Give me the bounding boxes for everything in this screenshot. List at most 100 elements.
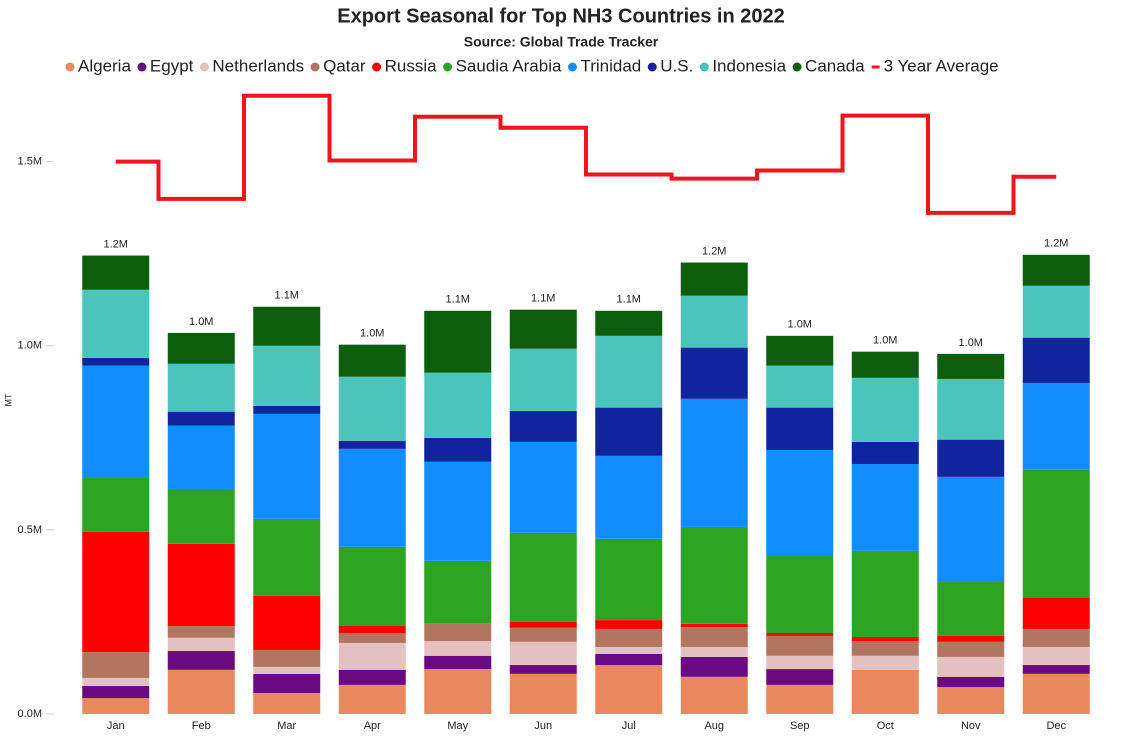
- bar-segment: [167, 411, 235, 426]
- x-tick-label: May: [447, 720, 468, 732]
- legend-label: Indonesia: [712, 56, 786, 75]
- bar-segment: [937, 676, 1005, 688]
- bar-segment: [167, 625, 235, 638]
- chart-title: Export Seasonal for Top NH3 Countries in…: [337, 5, 785, 27]
- bar-segment: [338, 642, 406, 670]
- total-label: 1.2M: [702, 245, 726, 257]
- legend-label: Canada: [805, 56, 865, 75]
- total-label: 1.1M: [275, 290, 299, 302]
- bar-segment: [680, 398, 748, 527]
- bar-segment: [167, 651, 235, 670]
- bar-segment: [595, 335, 663, 408]
- bar-segment: [595, 538, 663, 621]
- legend-marker: [792, 62, 802, 72]
- bar-segment: [680, 623, 748, 628]
- bar-segment: [1022, 598, 1090, 629]
- x-tick-label: Oct: [877, 720, 894, 732]
- bar-segment: [851, 655, 919, 670]
- legend-label: Trinidad: [580, 56, 641, 75]
- bar-segment: [851, 637, 919, 642]
- legend-label: Algeria: [78, 56, 131, 75]
- bar-segment: [509, 309, 577, 349]
- bar-segment: [253, 518, 321, 596]
- legend-label: U.S.: [660, 56, 693, 75]
- bar-segment: [338, 448, 406, 547]
- bar-segment: [1022, 469, 1090, 599]
- legend-label: Qatar: [323, 56, 366, 75]
- bar-segment: [338, 344, 406, 377]
- bar-segment: [509, 348, 577, 411]
- legend-marker: [65, 62, 75, 72]
- bar-segment: [253, 693, 321, 714]
- legend-marker: [647, 62, 657, 72]
- bar-segment: [338, 376, 406, 441]
- bar-segment: [338, 684, 406, 714]
- bar-segment: [851, 669, 919, 714]
- total-label: 1.2M: [1044, 238, 1068, 250]
- chart-subtitle: Source: Global Trade Tracker: [464, 34, 659, 50]
- bar-segment: [680, 262, 748, 296]
- bar-segment: [595, 653, 663, 666]
- bar-segment: [424, 655, 492, 670]
- bar-segment: [1022, 254, 1090, 286]
- bar-segment: [424, 437, 492, 462]
- legend-label: Russia: [385, 56, 438, 75]
- x-tick-label: Jan: [107, 720, 125, 732]
- bar-segment: [253, 413, 321, 519]
- x-tick-label: Mar: [277, 720, 296, 732]
- y-tick-label: 1.5M: [18, 156, 42, 168]
- bar-segment: [82, 477, 150, 532]
- bar-segment: [851, 441, 919, 464]
- bar-segment: [509, 641, 577, 666]
- bar-segment: [937, 581, 1005, 636]
- bar-segment: [680, 627, 748, 647]
- bar-segment: [509, 627, 577, 642]
- y-axis-label: MT: [3, 393, 13, 406]
- legend-marker: [567, 62, 577, 72]
- bar-segment: [509, 665, 577, 674]
- bar-segment: [937, 476, 1005, 582]
- bar-segment: [1022, 673, 1090, 714]
- total-label: 1.0M: [360, 328, 384, 340]
- bar-segment: [82, 255, 150, 290]
- bar-segment: [509, 441, 577, 533]
- x-tick-label: Apr: [364, 720, 381, 732]
- x-tick-label: Aug: [704, 720, 724, 732]
- bar-segment: [167, 637, 235, 652]
- bar-segment: [937, 439, 1005, 477]
- bar-segment: [253, 405, 321, 414]
- bar-segment: [851, 641, 919, 656]
- legend-label: 3 Year Average: [884, 56, 999, 75]
- bar-segment: [680, 646, 748, 657]
- bar-segment: [253, 649, 321, 667]
- y-tick-label: 1.0M: [18, 340, 42, 352]
- bar-segment: [680, 347, 748, 399]
- bar-segment: [766, 632, 834, 636]
- x-tick-label: Jun: [534, 720, 552, 732]
- bar-segment: [167, 332, 235, 364]
- bar-segment: [82, 652, 150, 678]
- bar-segment: [595, 407, 663, 456]
- bar-segment: [680, 295, 748, 348]
- x-tick-label: Jul: [622, 720, 636, 732]
- bar-segment: [82, 677, 150, 687]
- bar-segment: [766, 655, 834, 670]
- bar-segment: [509, 621, 577, 628]
- bar-segment: [424, 372, 492, 438]
- bar-segment: [766, 669, 834, 685]
- bar-segment: [509, 532, 577, 622]
- total-label: 1.0M: [873, 335, 897, 347]
- bar-segment: [338, 669, 406, 685]
- bar-segment: [82, 365, 150, 478]
- bar-segment: [937, 378, 1005, 440]
- bar-segment: [1022, 337, 1090, 383]
- legend-label: Egypt: [150, 56, 194, 75]
- bar-segment: [851, 463, 919, 551]
- bar-segment: [851, 550, 919, 638]
- y-tick-label: 0.0M: [18, 708, 42, 720]
- bar-segment: [424, 560, 492, 624]
- bar-segment: [338, 625, 406, 633]
- bar-segment: [424, 623, 492, 642]
- bar-segment: [595, 628, 663, 647]
- x-tick-label: Nov: [961, 720, 981, 732]
